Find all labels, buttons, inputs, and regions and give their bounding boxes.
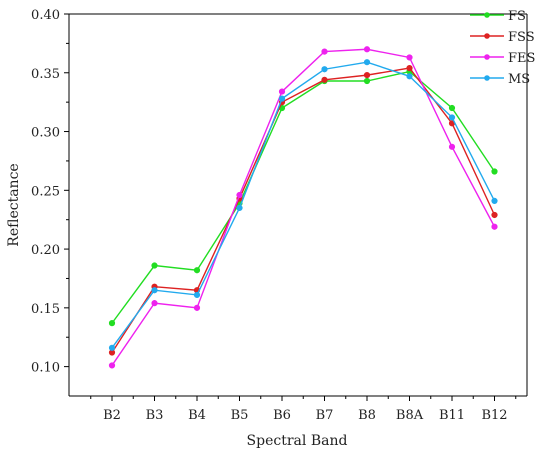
- legend-label: FSS: [508, 30, 535, 45]
- x-tick-label: B5: [231, 408, 249, 423]
- data-point: [151, 300, 158, 307]
- data-point: [193, 267, 201, 274]
- y-axis-title: Reflectance: [6, 163, 22, 246]
- y-tick-label: 0.10: [31, 361, 60, 376]
- data-point: [236, 191, 243, 199]
- legend-label: FES: [508, 51, 535, 66]
- data-point: [363, 77, 371, 85]
- data-point: [448, 143, 456, 150]
- data-point: [151, 262, 158, 269]
- x-tick-label: B6: [273, 408, 291, 423]
- x-tick-label: B7: [316, 408, 334, 423]
- x-axis-title: Spectral Band: [247, 433, 348, 449]
- legend-marker: [484, 75, 490, 81]
- data-point: [491, 223, 498, 230]
- series-line: [111, 48, 496, 366]
- legend-label: MS: [508, 72, 530, 87]
- data-point: [321, 76, 328, 83]
- x-tick-label: B8: [358, 408, 376, 423]
- y-tick-label: 0.40: [31, 8, 60, 23]
- data-point: [108, 320, 116, 327]
- data-point: [406, 64, 413, 72]
- x-tick-label: B11: [439, 408, 465, 423]
- data-point: [321, 48, 328, 55]
- series-lines: [108, 46, 498, 369]
- legend-item: FES: [470, 51, 535, 66]
- data-point: [363, 59, 371, 66]
- data-point: [236, 204, 243, 212]
- legend-label: FS: [508, 9, 526, 24]
- data-point: [193, 304, 201, 311]
- legend-marker: [484, 33, 490, 39]
- x-tick-label: B2: [103, 408, 121, 423]
- data-point: [151, 287, 158, 294]
- data-point: [108, 344, 116, 351]
- data-point: [321, 66, 328, 73]
- data-point: [363, 72, 371, 79]
- legend-item: FS: [470, 9, 526, 24]
- x-tick-label: B3: [146, 408, 164, 423]
- series-fss: [108, 64, 498, 356]
- data-point: [448, 114, 456, 121]
- series-ms: [108, 59, 498, 351]
- data-point: [448, 104, 456, 112]
- data-point: [491, 168, 498, 175]
- legend: FS FSS FES MS: [470, 9, 535, 87]
- data-point: [406, 54, 413, 61]
- x-tick-label: B8A: [396, 408, 424, 423]
- legend-marker: [484, 54, 490, 60]
- data-point: [278, 95, 286, 102]
- x-tick-label: B12: [481, 408, 507, 423]
- legend-marker: [484, 12, 490, 18]
- y-tick-label: 0.20: [31, 243, 60, 258]
- series-line: [111, 70, 496, 324]
- legend-item: MS: [470, 72, 530, 87]
- data-point: [108, 362, 116, 369]
- legend-item: FSS: [470, 30, 535, 45]
- series-line: [111, 61, 496, 349]
- series-fes: [108, 46, 498, 369]
- data-point: [363, 46, 371, 53]
- y-tick-label: 0.25: [31, 184, 60, 199]
- y-tick-label: 0.30: [31, 126, 60, 141]
- x-tick-label: B4: [188, 408, 206, 423]
- axes: 0.10 0.15 0.20 0.25 0.30 0.35 0.40 B2 B3 B4 B5 B6 B7…: [31, 8, 528, 423]
- data-point: [491, 211, 498, 219]
- series-line: [111, 67, 496, 353]
- data-point: [491, 197, 498, 204]
- y-tick-label: 0.35: [31, 67, 60, 82]
- data-point: [278, 88, 286, 95]
- data-point: [406, 73, 413, 80]
- y-tick-label: 0.15: [31, 302, 60, 317]
- data-point: [193, 291, 201, 299]
